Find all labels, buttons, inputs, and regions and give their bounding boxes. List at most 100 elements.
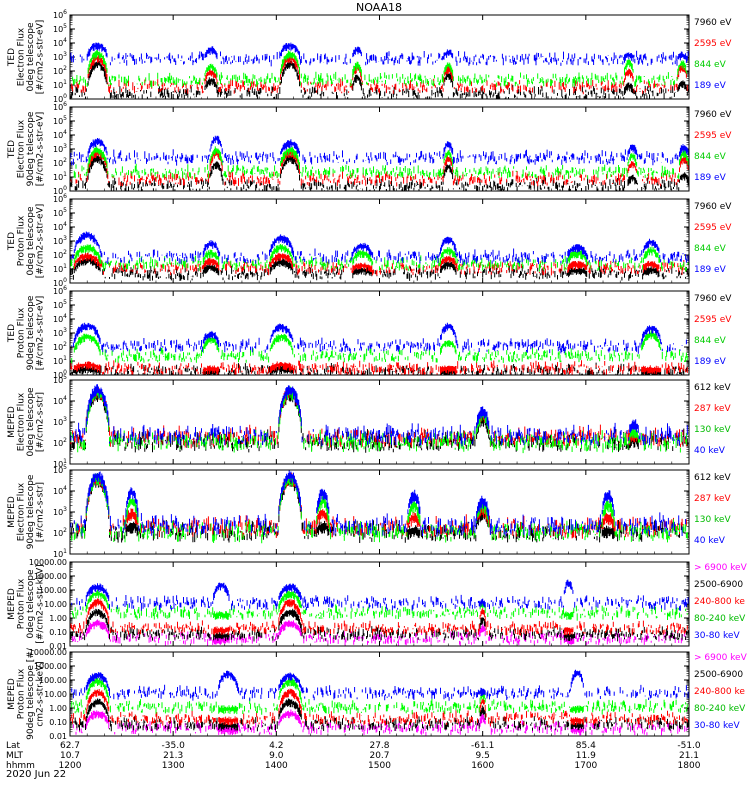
y-axis-label-line: [#/cm2-s-str-eV] <box>36 204 46 279</box>
y-tick-label: 102 <box>53 249 67 260</box>
panel-frame <box>69 198 690 284</box>
y-axis-label-line: Proton Flux <box>17 307 27 358</box>
panel-5: 101 102 103 104 105 MEPED Electron Flux 0deg te… <box>7 374 731 469</box>
y-tick-label: 104 <box>53 313 67 324</box>
x-tick-label-lat: -51.0 <box>677 741 701 751</box>
series-2 <box>70 55 689 95</box>
y-tick-label: 103 <box>53 416 67 427</box>
legend-entry: 80-240 keV <box>694 704 746 714</box>
legend-entry: 7960 eV <box>694 202 732 212</box>
y-tick-label: 1.00 <box>49 704 67 713</box>
y-tick-label: 105 <box>53 23 67 34</box>
y-tick-label: 104 <box>53 129 67 140</box>
y-axis-label-line: [#/cm2-s-str-keV] <box>36 564 46 643</box>
series-3 <box>70 244 689 272</box>
panel-6: 101 102 103 104 105 MEPED Electron Flux 90deg t… <box>7 464 731 559</box>
legend-entry: 189 eV <box>694 81 727 91</box>
legend-entry: 287 keV <box>694 404 731 414</box>
legend-entry: 2500-6900 <box>694 580 743 590</box>
y-tick-label: 10.00 <box>44 600 67 609</box>
legend-entry: 189 eV <box>694 265 727 275</box>
y-axis-label-line: 0deg telescope <box>26 22 36 92</box>
legend-entry: 189 eV <box>694 173 727 183</box>
x-tick-label-hhmm: 1300 <box>162 761 185 771</box>
y-tick-label: 105 <box>53 299 67 310</box>
x-tick-label-hhmm: 1600 <box>471 761 494 771</box>
y-tick-label: 10000.00 <box>29 558 67 567</box>
legend-entry: 844 eV <box>694 152 727 162</box>
legend-entry: 240-800 ke <box>694 597 745 607</box>
series-4 <box>70 42 689 67</box>
x-tick-label-lat: 62.7 <box>60 741 80 751</box>
legend-entry: 40 keV <box>694 536 726 546</box>
panel-1: 100 101 102 103 104 105 106 TED Electron Flux 0de… <box>7 9 732 104</box>
series-2 <box>70 252 687 276</box>
y-tick-label: 100 <box>53 185 67 196</box>
y-axis-label-line: TED <box>7 140 17 159</box>
y-tick-label: 106 <box>53 193 67 204</box>
y-axis-label-line: 90deg telescope <box>26 111 36 186</box>
y-axis-label-line: TED <box>7 48 17 67</box>
y-axis-label-line: [#/cm2-s-str] <box>36 482 46 542</box>
x-tick-label-lat: 27.8 <box>369 741 389 751</box>
legend-entry: 130 keV <box>694 515 731 525</box>
legend-entry: 287 keV <box>694 494 731 504</box>
panel-frame <box>69 561 690 647</box>
y-tick-label: 0.01 <box>49 732 67 741</box>
series-4 <box>70 231 689 265</box>
x-tick-label-hhmm: 1500 <box>368 761 391 771</box>
y-tick-label: 10.00 <box>44 690 67 699</box>
y-tick-label: 100.00 <box>39 676 67 685</box>
y-axis-label-line: Proton Flux <box>17 578 27 629</box>
y-axis-label-line: Proton Flux <box>17 668 27 719</box>
y-tick-label: 100 <box>53 277 67 288</box>
panel-3: 100 101 102 103 104 105 106 TED Proton Flux 0deg … <box>7 193 732 288</box>
y-tick-label: 101 <box>53 355 67 366</box>
y-tick-label: 100.00 <box>39 586 67 595</box>
y-tick-label: 104 <box>53 485 67 496</box>
y-axis-label-line: 90deg telescope [#/ <box>26 647 36 740</box>
y-tick-label: 1.00 <box>49 614 67 623</box>
legend-entry: 80-240 keV <box>694 614 746 624</box>
series-2 <box>70 608 689 642</box>
y-axis-label-line: Electron Flux <box>17 27 27 86</box>
y-axis-label-line: TED <box>7 324 17 343</box>
legend-entry: 30-80 keV <box>694 721 740 731</box>
y-tick-label: 105 <box>53 374 67 385</box>
legend-entry: 130 keV <box>694 425 731 435</box>
y-tick-label: 103 <box>53 143 67 154</box>
y-axis-label-line: [#/cm2-s-str-eV] <box>36 296 46 371</box>
y-tick-label: 105 <box>53 115 67 126</box>
legend-entry: 7960 eV <box>694 18 732 28</box>
y-axis-label-line: Electron Flux <box>17 482 27 541</box>
y-tick-label: 103 <box>53 51 67 62</box>
legend-entry: 612 keV <box>694 383 731 393</box>
y-tick-label: 100 <box>53 93 67 104</box>
y-axis-label-line: MEPED <box>7 406 17 438</box>
y-tick-label: 103 <box>53 327 67 338</box>
y-tick-label: 103 <box>53 235 67 246</box>
y-tick-label: 102 <box>53 527 67 538</box>
legend-entry: 40 keV <box>694 446 726 456</box>
series-4 <box>70 470 689 537</box>
x-row-label: hhmm <box>6 761 35 771</box>
legend-entry: 2595 eV <box>694 131 732 141</box>
y-tick-label: 104 <box>53 395 67 406</box>
y-axis-label-line: Electron Flux <box>17 119 27 178</box>
panel-8: 0.01 0.10 1.00 10.00 100.00 1000.00 10000.00 ME… <box>7 647 748 741</box>
y-tick-label: 101 <box>53 458 67 469</box>
y-axis-label-line: 0deg telescope <box>26 569 36 639</box>
series-3 <box>72 50 689 88</box>
y-axis-label-line: [#/cm2-s-str] <box>36 392 46 452</box>
x-tick-label-lat: -61.1 <box>471 741 494 751</box>
y-tick-label: 106 <box>53 101 67 112</box>
legend-entry: 2500-6900 <box>694 670 743 680</box>
x-tick-label-mlt: 10.7 <box>60 751 80 761</box>
legend-entry: > 6900 keV <box>694 653 748 663</box>
x-tick-label-mlt: 11.9 <box>576 751 596 761</box>
legend-entry: 2595 eV <box>694 223 732 233</box>
x-tick-label-lat: -35.0 <box>162 741 186 751</box>
y-axis-label-line: Electron Flux <box>17 392 27 451</box>
y-tick-label: 1000.00 <box>34 572 67 581</box>
